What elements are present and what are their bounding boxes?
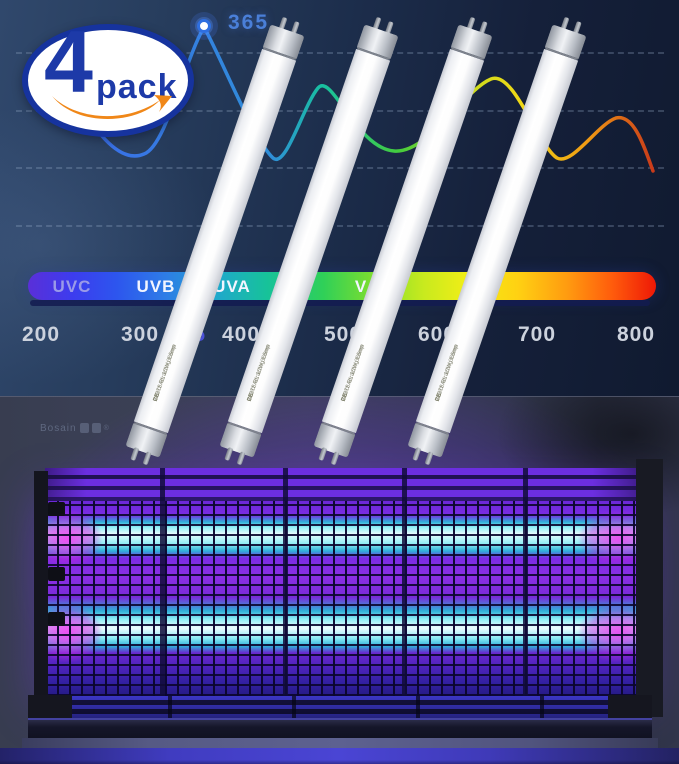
axis-tick-800: 800 xyxy=(616,323,656,346)
axis-tick-365: 365 xyxy=(167,323,207,346)
peak-wavelength-label: 365 xyxy=(228,11,270,34)
grid-separator xyxy=(160,468,165,721)
band-label-uvc: UVC xyxy=(52,277,92,296)
uv-glow-floor xyxy=(0,748,679,764)
zapper-tray xyxy=(22,738,658,749)
zapper-clip xyxy=(48,612,65,626)
zapper-left-post xyxy=(34,471,48,711)
zapper-right-post xyxy=(636,459,663,717)
axis-tick-300: 300 xyxy=(120,323,160,346)
bug-zapper-photo: Bosain ® xyxy=(0,396,679,764)
brand-mark: Bosain ® xyxy=(40,421,110,435)
band-label-visible: V xyxy=(354,277,368,296)
registered-trademark-icon: ® xyxy=(103,424,110,432)
zapper-clip xyxy=(48,502,65,516)
badge-number: 4 xyxy=(44,12,93,111)
grid-separator xyxy=(523,468,528,721)
brand-name: Bosain xyxy=(40,422,77,434)
grid-separator xyxy=(402,468,407,721)
zapper-electric-grid xyxy=(45,501,640,696)
zapper-base-frame xyxy=(28,718,652,740)
zapper-clip xyxy=(48,567,65,581)
zapper-bottom-slats xyxy=(48,696,640,720)
axis-tick-400: 400 xyxy=(221,323,261,346)
spectrum-bar-shadow xyxy=(30,300,650,306)
band-label-uva: UVA xyxy=(213,277,251,296)
axis-tick-500: 500 xyxy=(323,323,363,346)
brand-logo-glyph xyxy=(91,423,101,433)
zapper-top-slats xyxy=(45,468,640,501)
smile-swoosh-icon xyxy=(52,95,172,119)
grid-separator xyxy=(283,468,288,721)
axis-tick-200: 200 xyxy=(21,323,61,346)
axis-tick-700: 700 xyxy=(517,323,557,346)
peak-dot xyxy=(197,19,211,33)
four-pack-badge: 4 pack xyxy=(22,18,194,137)
band-label-uvb: UVB xyxy=(136,277,176,296)
axis-tick-600: 600 xyxy=(417,323,457,346)
brand-logo-glyph xyxy=(79,423,89,433)
spectrum-infographic: 365 UVC UVB UVA V 200 300 365 400 500 60… xyxy=(0,0,679,396)
